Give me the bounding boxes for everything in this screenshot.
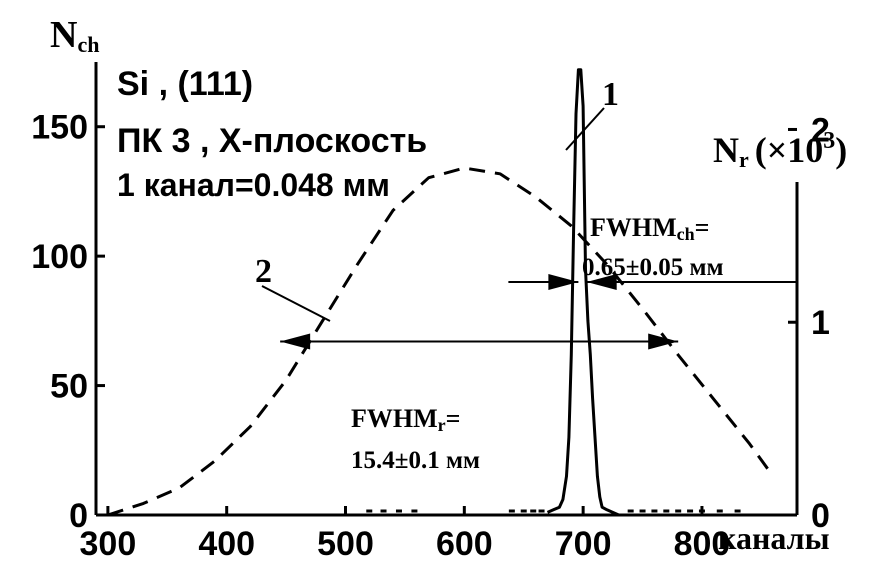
curve1-label: 1 [602,76,619,113]
y-right-tick-label: 2 [811,111,830,149]
annotation-fwhm-r-sub: r [438,415,446,435]
x-tick-label: 700 [555,525,612,563]
annotation-scale: 1 канал=0.048 мм [117,167,390,203]
y-left-axis-title: Nch [50,14,99,57]
x-tick-label: 500 [317,525,374,563]
curve2-leader [261,285,331,322]
series-1-line [546,68,620,517]
x-tick-label: 600 [436,525,493,563]
annotation-fwhm-r-value: 15.4±0.1 мм [351,447,480,474]
y-left-axis-title-main: N [50,14,77,56]
y-left-tick-label: 150 [31,109,88,147]
fwhm-ch-left-arrow [548,274,579,291]
annotation-fwhm-ch-sub: ch [677,224,695,244]
curve1-leader [565,107,605,151]
fwhm-r-right-arrow [648,333,679,350]
y-left-tick-label: 0 [69,497,88,535]
x-axis-title: каналы [718,520,830,556]
fwhm-r-left-arrow [280,333,311,350]
y-right-tick-label: 0 [811,497,830,535]
y-right-axis-title-exp: 3 [823,128,835,154]
y-right-axis-title-unit: (×10 [755,130,824,170]
annotation-fwhm-ch-value: 0.65±0.05 мм [582,254,724,281]
annotation-fwhm-ch-label: FWHM [590,213,677,242]
x-tick-label: 300 [80,525,137,563]
annotation-fwhm-ch-eq: = [695,213,710,242]
y-left-tick-label: 100 [31,238,88,276]
annotation-detector: ПК 3 , X-плоскость [117,122,427,160]
y-right-axis-title-main: N [713,130,739,170]
x-tick-label: 400 [198,525,255,563]
curve2-label: 2 [255,253,272,290]
y-right-axis-title: Nr (×103) [713,128,847,172]
series [107,68,775,517]
fwhm-ch-right-arrow [586,274,617,291]
ticks: 300 400 500 600 700 800 0 50 100 150 0 1 2 [31,109,830,563]
y-right-axis-title-close: ) [835,130,847,170]
annotation-fwhm-r-eq: = [446,404,461,433]
y-right-axis-title-sub: r [739,147,749,172]
fwhm-markers [280,274,797,350]
axes [94,62,799,517]
annotation-fwhm-ch: FWHMch= [590,213,709,244]
x-tick-label: 800 [674,525,731,563]
annotation-sample: Si , (111) [117,65,253,103]
annotation-fwhm-r: FWHMr= [351,404,460,435]
y-left-axis-title-sub: ch [77,32,99,57]
annotation-fwhm-r-label: FWHM [351,404,438,433]
series-2-line [107,166,775,517]
y-left-tick-label: 50 [50,368,88,406]
y-right-tick-label: 1 [811,304,830,342]
